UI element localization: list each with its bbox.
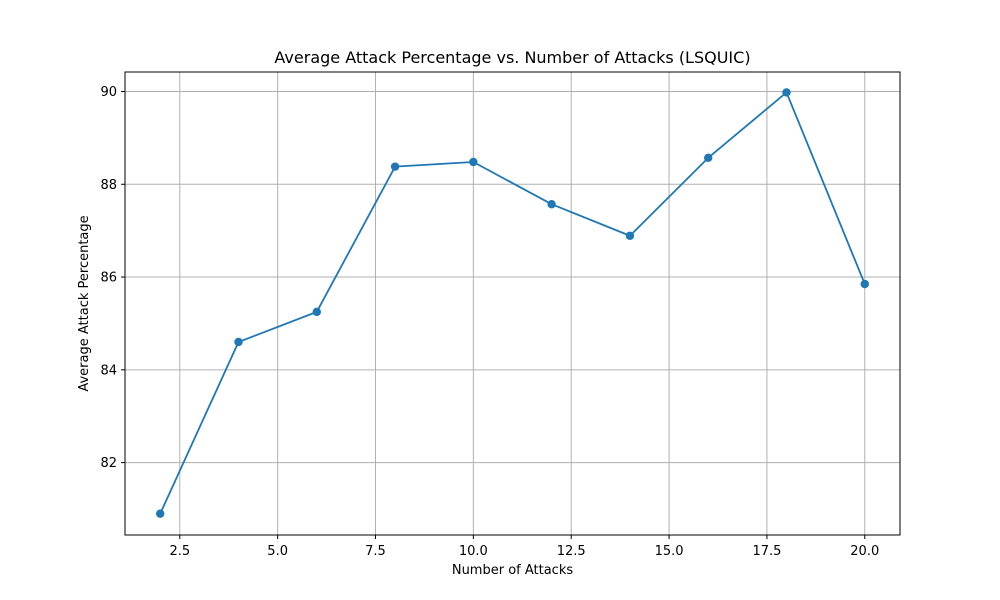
series-line bbox=[159, 91, 866, 515]
grid-layer bbox=[125, 72, 900, 535]
data-point bbox=[782, 88, 791, 97]
plot-frame bbox=[124, 71, 901, 536]
x-tick-label: 5.0 bbox=[267, 544, 288, 559]
data-point bbox=[156, 509, 165, 518]
data-point bbox=[390, 162, 400, 171]
plot-area: 2.5 5.0 7.5 10.0 12.5 15.0 17.5 20.0 82 84 86 88 90 bbox=[100, 71, 901, 559]
x-tick-label: 10.0 bbox=[459, 544, 488, 559]
data-point bbox=[625, 231, 635, 240]
y-tick-label: 86 bbox=[100, 271, 117, 286]
y-tick-label: 84 bbox=[100, 363, 117, 378]
data-point bbox=[469, 157, 478, 167]
data-point bbox=[704, 153, 713, 163]
x-tick-label: 12.5 bbox=[557, 544, 586, 559]
x-axis-label: Number of Attacks bbox=[452, 563, 574, 578]
y-tick-label: 90 bbox=[100, 85, 117, 100]
chart-title: Average Attack Percentage vs. Number of … bbox=[274, 48, 750, 67]
x-tick-label: 7.5 bbox=[365, 544, 386, 559]
data-point bbox=[860, 279, 869, 289]
x-tick-label: 17.5 bbox=[752, 544, 781, 559]
data-point bbox=[234, 337, 243, 347]
tick-layer: 2.5 5.0 7.5 10.0 12.5 15.0 17.5 20.0 82 84 86 88 90 bbox=[100, 85, 879, 559]
x-tick-label: 15.0 bbox=[655, 544, 684, 559]
x-tick-label: 20.0 bbox=[850, 544, 879, 559]
x-tick-label: 2.5 bbox=[169, 544, 190, 559]
y-tick-label: 82 bbox=[100, 456, 117, 471]
y-axis-label: Average Attack Percentage bbox=[77, 215, 92, 391]
data-point bbox=[312, 307, 321, 317]
series-layer bbox=[156, 88, 869, 518]
data-point bbox=[547, 200, 556, 209]
y-tick-label: 88 bbox=[100, 178, 117, 193]
